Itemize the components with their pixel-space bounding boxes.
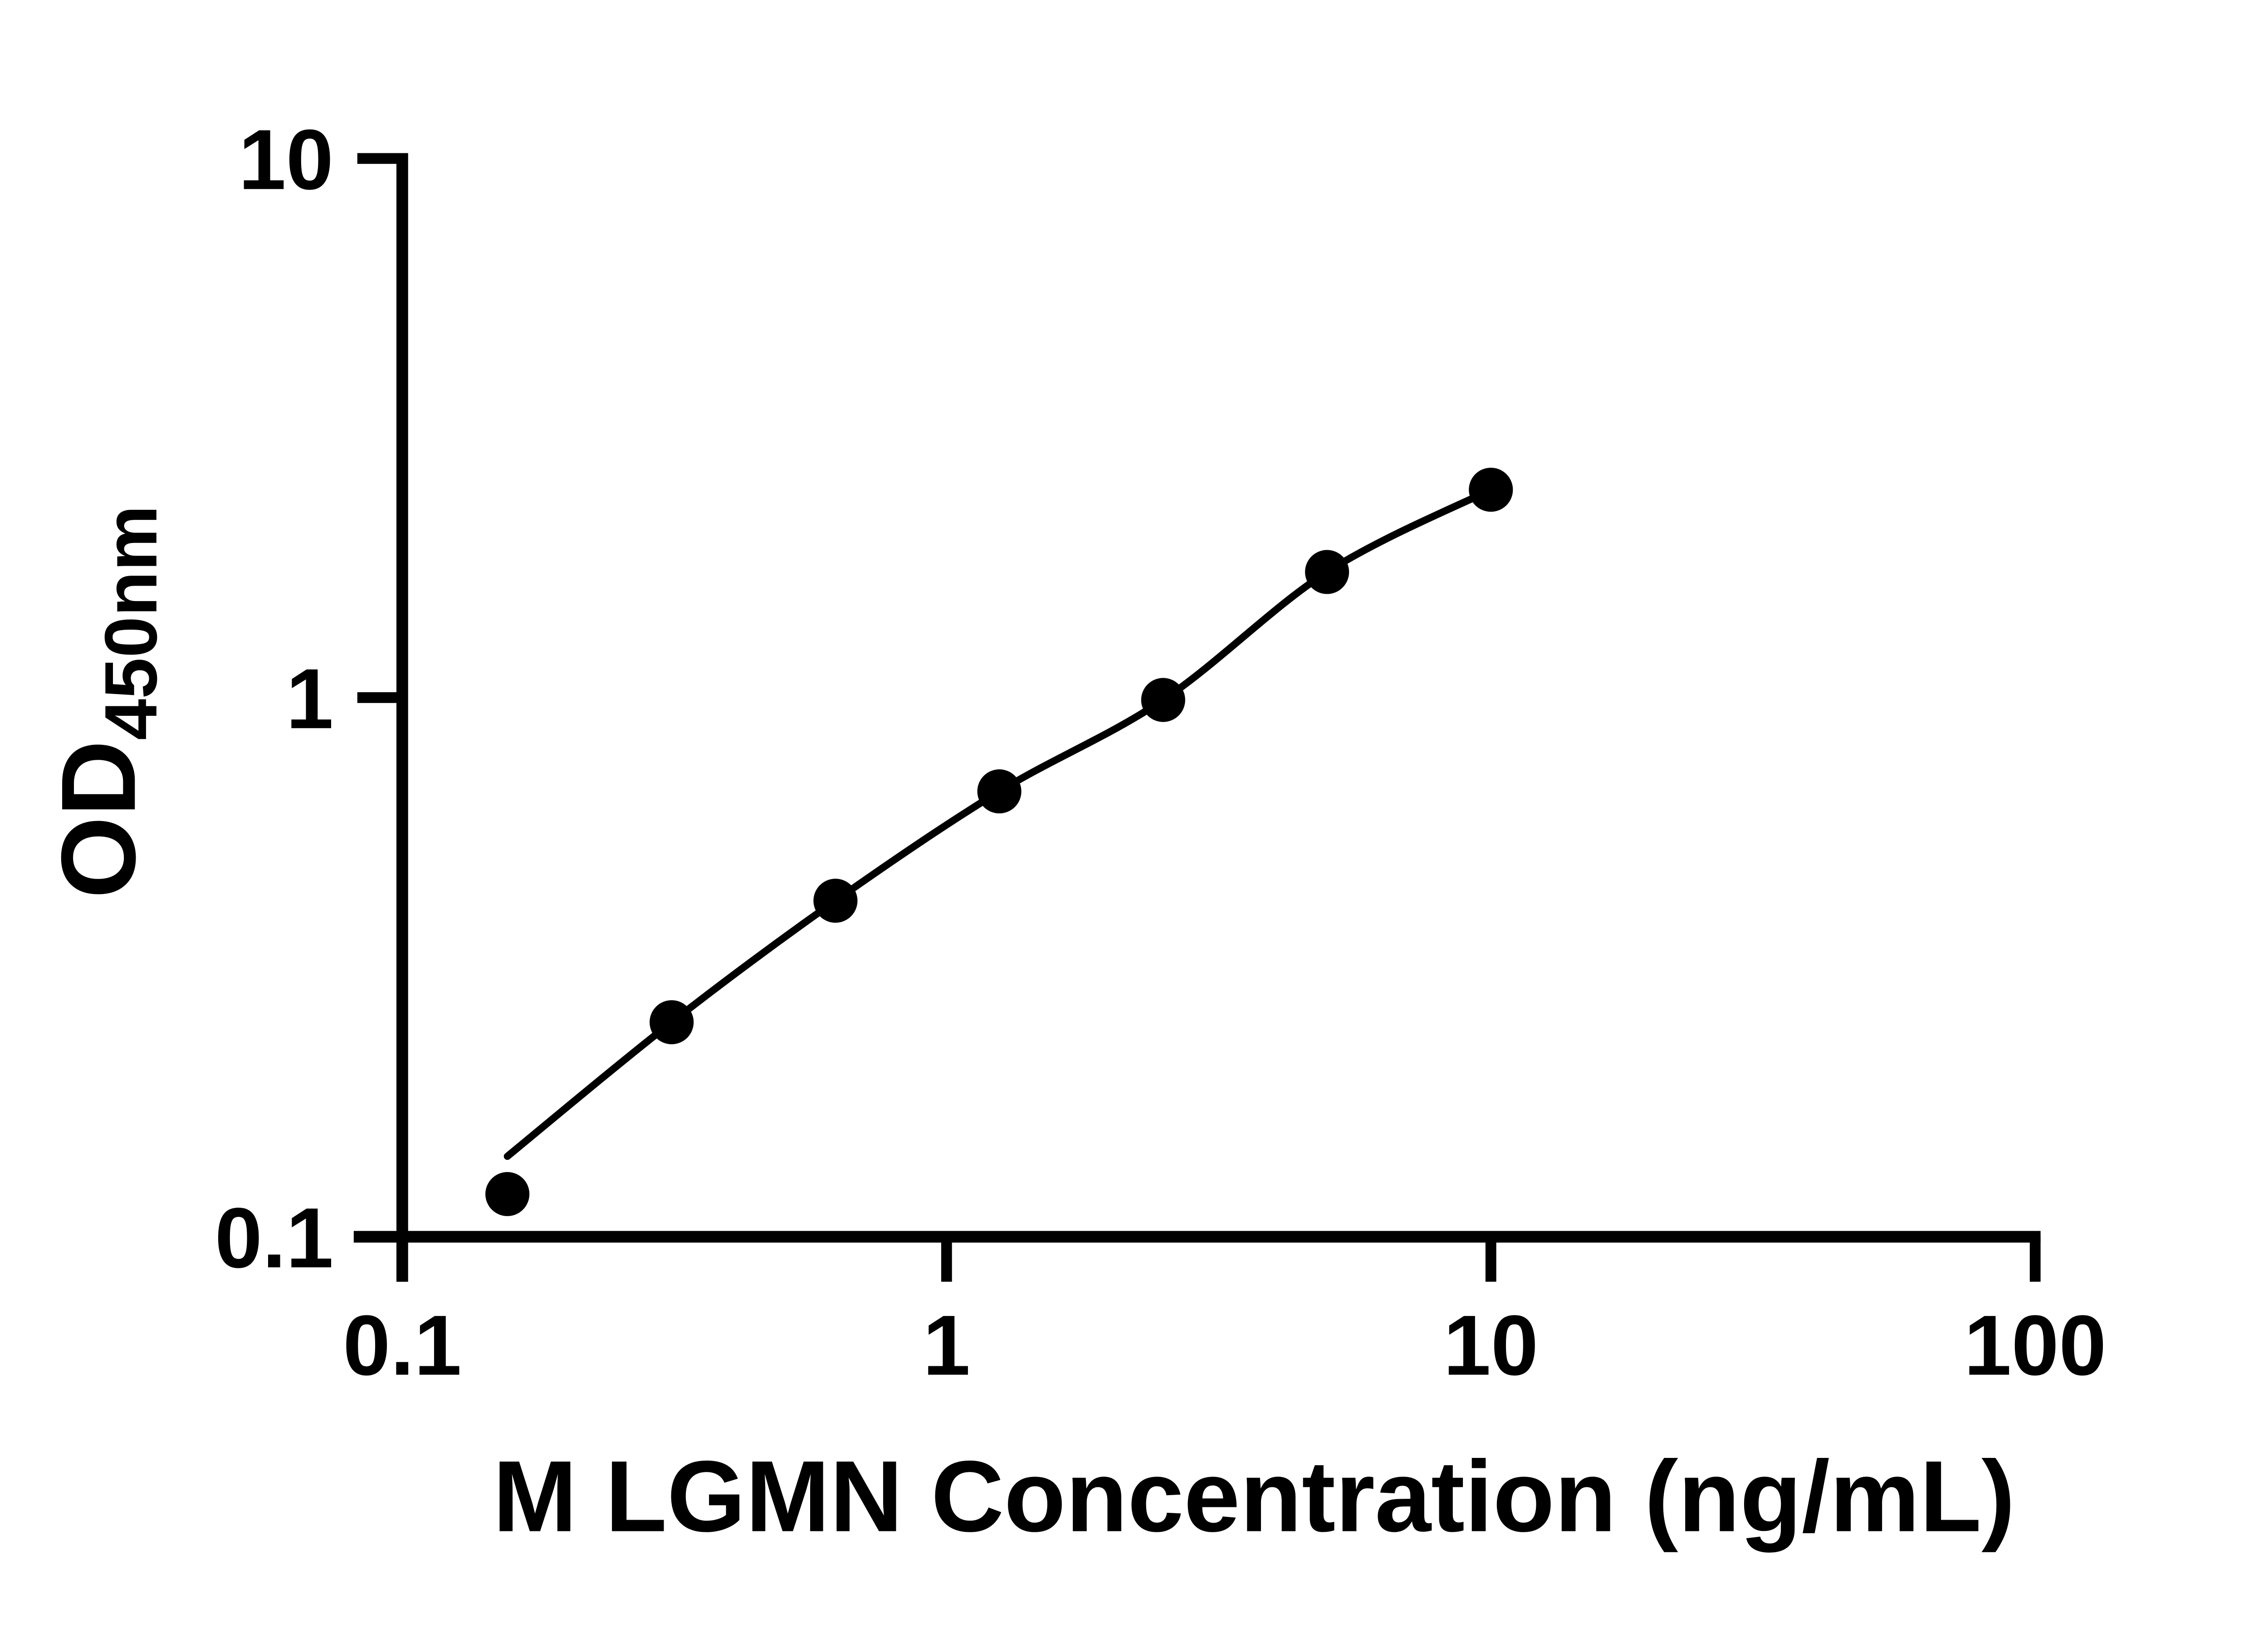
y-tick-label: 0.1 — [215, 1190, 334, 1286]
data-point — [1305, 550, 1349, 594]
x-tick-label: 0.1 — [343, 1298, 462, 1393]
data-point — [977, 769, 1022, 814]
fit-curve — [503, 486, 1495, 1160]
data-point — [813, 879, 858, 923]
data-point — [485, 1172, 530, 1216]
data-point — [1141, 678, 1185, 722]
x-axis-title: M LGMN Concentration (ng/mL) — [493, 1440, 2015, 1553]
data-point — [650, 1000, 694, 1045]
data-point — [1469, 468, 1513, 512]
y-tick-label: 1 — [286, 651, 334, 746]
plot-area: 0.1 1 10 100 0.1 1 10 — [215, 112, 2107, 1393]
x-tick-label: 100 — [1964, 1298, 2107, 1393]
x-tick-label: 10 — [1443, 1298, 1538, 1393]
y-axis-title-subscript: 450nm — [89, 505, 172, 740]
y-axis-title-main: OD — [39, 740, 157, 899]
x-tick-label: 1 — [923, 1298, 970, 1393]
y-tick-label: 10 — [239, 112, 333, 207]
y-axis-title: OD450nm — [39, 505, 172, 899]
